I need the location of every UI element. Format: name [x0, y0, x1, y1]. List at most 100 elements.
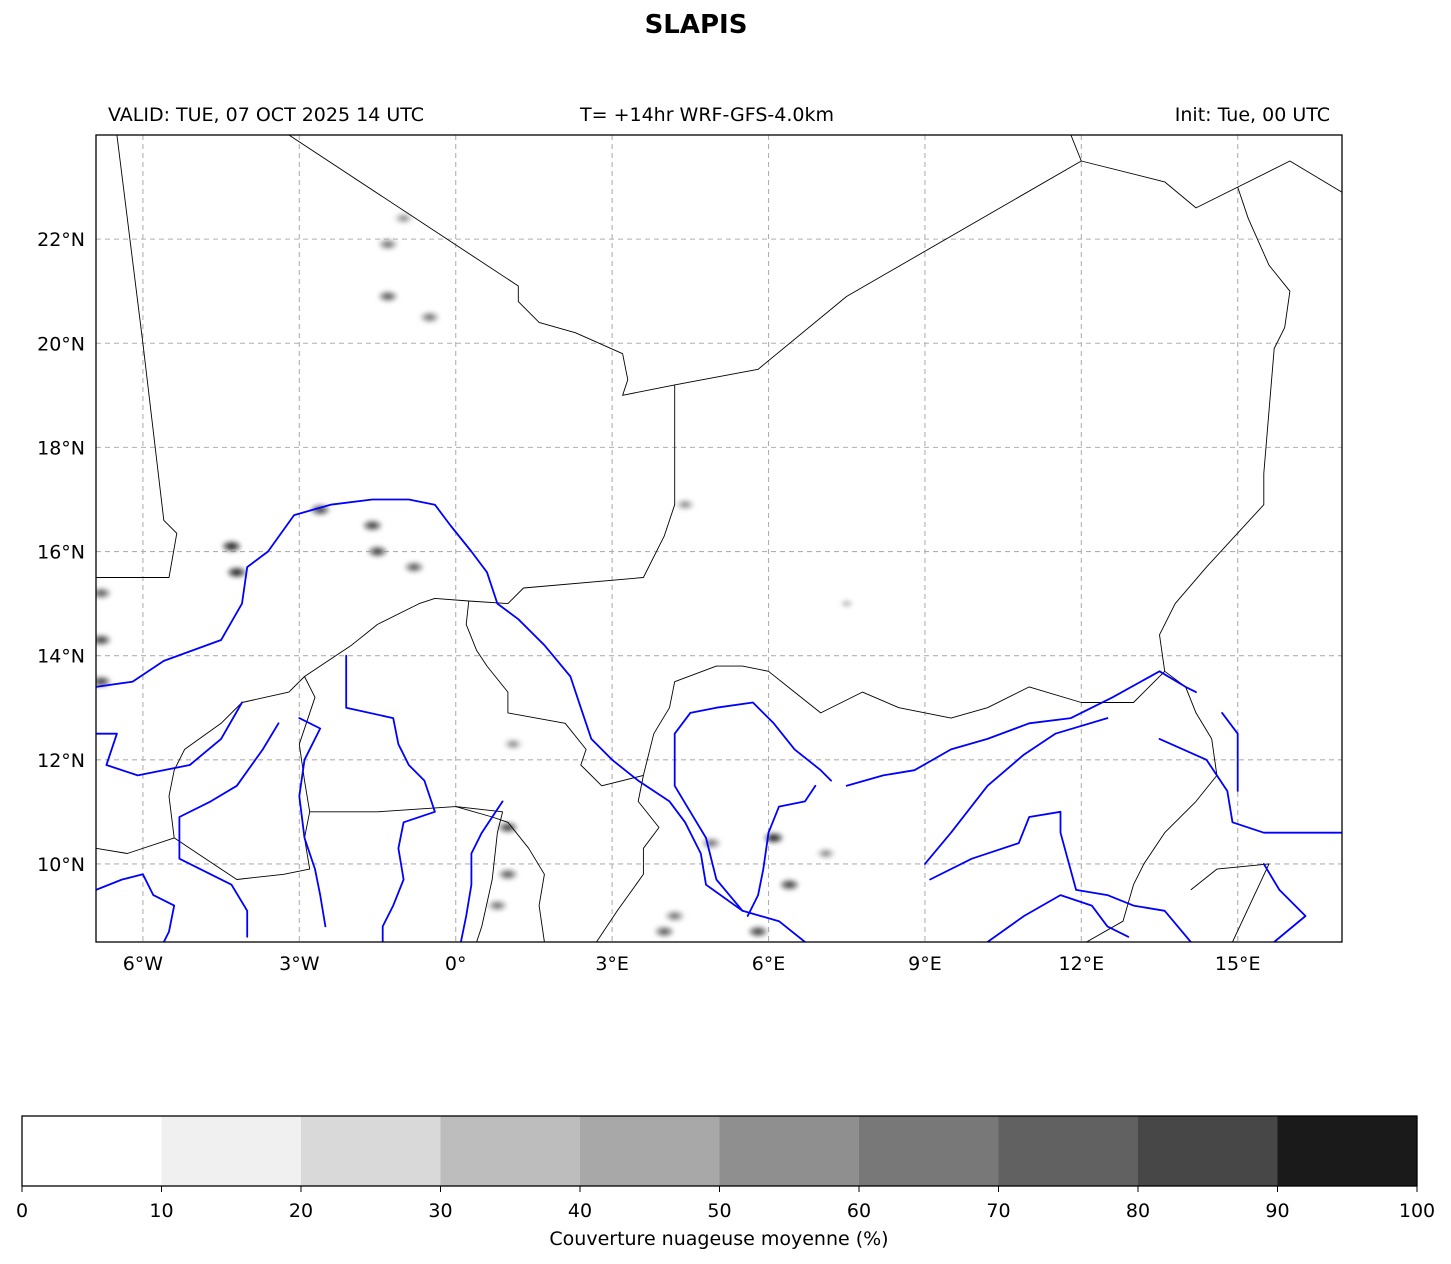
cloud-cell-core	[231, 569, 242, 576]
colorbar-swatch	[440, 1116, 581, 1186]
colorbar: 0 10 20 30 40 50 60 70 80 90 100 Couverture nuageu…	[16, 1115, 1435, 1250]
cloud-cell-core	[508, 741, 519, 748]
colorbar-tick-label: 80	[1126, 1200, 1150, 1222]
colorbar-swatch	[859, 1116, 999, 1186]
cloud-cell	[363, 520, 382, 531]
cloud-cell-core	[96, 637, 107, 644]
country-border	[1190, 863, 1270, 942]
cloud-cell	[702, 838, 721, 849]
longitude-ticks: 6°W 3°W 0° 3°E 6°E 9°E 12°E 15°E	[123, 953, 1261, 975]
cloud-cell	[227, 567, 246, 578]
country-border	[1159, 186, 1291, 672]
lat-tick-label: 22°N	[37, 229, 85, 251]
cloud-cover-layer	[96, 213, 856, 937]
country-border	[309, 806, 504, 942]
cloud-cell-core	[502, 871, 513, 878]
lat-tick-label: 14°N	[37, 646, 85, 668]
cloud-cell	[420, 312, 439, 323]
river	[1158, 738, 1342, 834]
valid-time-label: VALID: TUE, 07 OCT 2025 14 UTC	[108, 104, 424, 126]
cloud-cell	[837, 598, 856, 609]
cloud-cell-core	[409, 564, 420, 571]
lat-tick-label: 16°N	[37, 542, 85, 564]
river	[924, 717, 1109, 865]
river	[673, 701, 832, 782]
colorbar-tick-label: 30	[428, 1200, 452, 1222]
colorbar-tick-label: 10	[149, 1200, 173, 1222]
river	[96, 701, 243, 777]
cloud-cell-core	[382, 293, 393, 300]
country-border	[96, 135, 178, 578]
country-border	[642, 665, 1166, 776]
river	[673, 732, 744, 912]
cloud-cell	[764, 832, 783, 843]
map-frame	[95, 134, 1343, 943]
lat-tick-label: 18°N	[37, 437, 85, 459]
cloud-cell	[488, 900, 507, 911]
lon-tick-label: 12°E	[1058, 953, 1104, 975]
cloud-cell	[378, 239, 397, 250]
cloud-cell	[368, 546, 387, 557]
cloud-cell	[816, 848, 835, 859]
cloud-cell	[96, 588, 111, 599]
colorbar-swatch	[22, 1116, 162, 1186]
cloud-cell-core	[502, 824, 513, 831]
colorbar-swatch	[580, 1116, 720, 1186]
cloud-cell-core	[669, 912, 680, 919]
colorbar-swatch	[1277, 1116, 1418, 1186]
forecast-run-label: T= +14hr WRF-GFS-4.0km	[580, 104, 834, 126]
colorbar-swatch	[719, 1116, 860, 1186]
lat-tick-label: 20°N	[37, 333, 85, 355]
colorbar-tick-label: 50	[707, 1200, 731, 1222]
country-border	[1086, 670, 1218, 942]
cloud-cell-core	[492, 902, 503, 909]
colorbar-swatch	[1138, 1116, 1278, 1186]
lon-tick-label: 6°E	[752, 953, 786, 975]
river	[929, 810, 1192, 942]
cloud-cell-core	[382, 241, 393, 248]
colorbar-ticks: 0 10 20 30 40 50 60 70 80 90 100	[16, 1186, 1435, 1222]
cloud-cell	[498, 822, 517, 833]
cloud-cell-core	[753, 928, 764, 935]
cloud-cell	[378, 291, 397, 302]
map-title: SLAPIS	[644, 10, 748, 40]
colorbar-swatch	[998, 1116, 1139, 1186]
river	[1262, 863, 1307, 942]
country-border	[96, 384, 676, 854]
cloud-cell-core	[226, 543, 237, 550]
cloud-cell-core	[367, 522, 378, 529]
lon-tick-label: 9°E	[908, 953, 942, 975]
cloud-cell	[504, 739, 523, 750]
cloud-cell	[749, 926, 768, 937]
cloud-cell	[96, 676, 111, 687]
cloud-cell-core	[372, 548, 383, 555]
river	[845, 670, 1197, 787]
cloud-cell	[394, 213, 413, 224]
cloud-cell	[96, 635, 111, 646]
cloud-cell-core	[96, 678, 107, 685]
colorbar-swatch	[301, 1116, 441, 1186]
cloud-cell-core	[659, 928, 670, 935]
cloud-cell-core	[768, 834, 779, 841]
country-borders	[96, 135, 1342, 942]
colorbar-tick-label: 70	[986, 1200, 1010, 1222]
cloud-cell	[665, 910, 684, 921]
river	[345, 654, 436, 942]
lon-tick-label: 15°E	[1215, 953, 1261, 975]
cloud-cell-core	[424, 314, 435, 321]
country-border	[1070, 135, 1082, 162]
cloud-cell-core	[680, 501, 691, 508]
colorbar-label: Couverture nuageuse moyenne (%)	[549, 1228, 888, 1250]
river	[460, 800, 504, 942]
colorbar-tick-label: 100	[1399, 1200, 1435, 1222]
cloud-cell	[405, 562, 424, 573]
river	[298, 717, 327, 928]
river	[96, 498, 806, 942]
cloud-cell-core	[398, 215, 409, 222]
colorbar-tick-label: 0	[16, 1200, 28, 1222]
colorbar-tick-label: 20	[289, 1200, 313, 1222]
latitude-ticks: 10°N 12°N 14°N 16°N 18°N 20°N 22°N	[37, 229, 85, 876]
river	[178, 722, 280, 938]
country-border	[465, 600, 603, 787]
